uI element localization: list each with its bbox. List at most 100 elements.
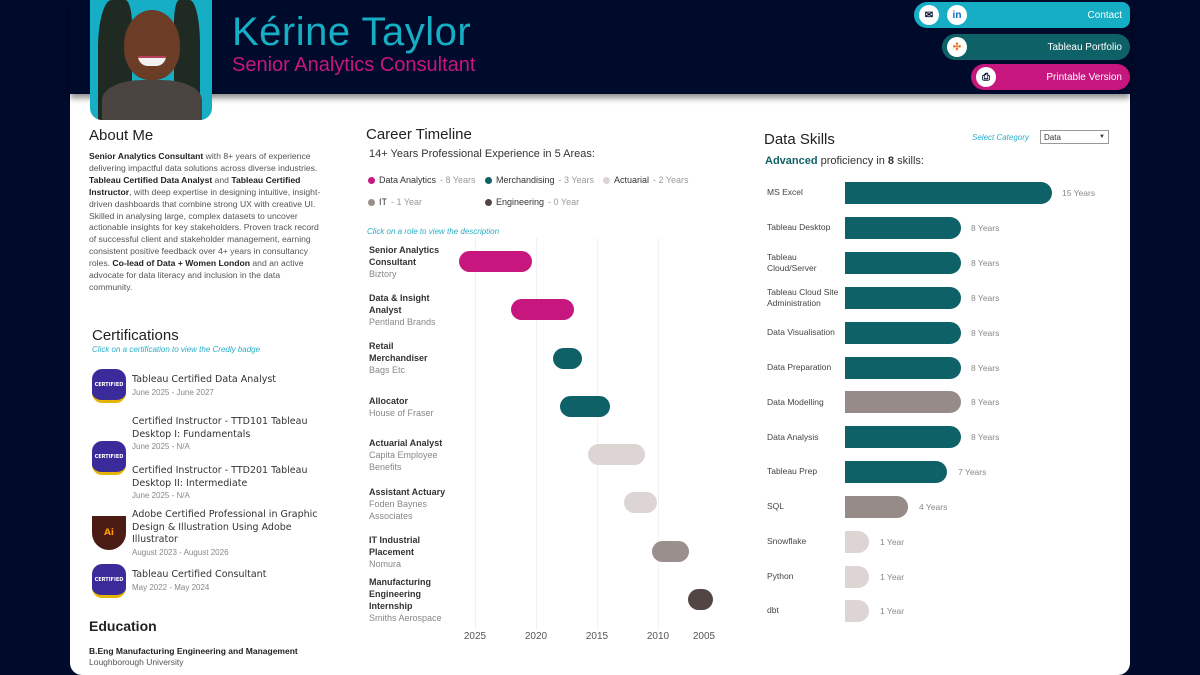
skill-value: 8 Years [971, 293, 1000, 303]
career-subtitle: 14+ Years Professional Experience in 5 A… [369, 148, 595, 160]
skill-label: SQL [767, 501, 785, 511]
skill-value: 8 Years [971, 328, 1000, 338]
timeline-bar[interactable] [553, 348, 582, 369]
tableau-instructor-badge-icon[interactable]: CERTIFIED [92, 441, 126, 475]
contact-button[interactable]: ✉ in Contact [914, 2, 1130, 28]
skill-label: MS Excel [767, 187, 803, 197]
legend-item: Engineering - 0 Year [485, 197, 579, 207]
skill-bar[interactable] [845, 357, 961, 379]
tableau-icon: ✣ [947, 37, 967, 57]
gridline [658, 238, 659, 630]
gridline [536, 238, 537, 630]
skills-subtitle: Advanced proficiency in 8 skills: [765, 155, 924, 167]
skill-bar[interactable] [845, 391, 961, 413]
timeline-bar[interactable] [459, 251, 532, 272]
tableau-portfolio-label: Tableau Portfolio [1047, 41, 1123, 53]
tableau-portfolio-button[interactable]: ✣ Tableau Portfolio [942, 34, 1130, 60]
skill-value: 8 Years [971, 258, 1000, 268]
axis-tick: 2025 [463, 631, 487, 642]
legend-item: Data Analytics - 8 Years [368, 175, 476, 185]
axis-tick: 2005 [692, 631, 716, 642]
axis-tick: 2015 [585, 631, 609, 642]
profile-role: Senior Analytics Consultant [232, 54, 476, 76]
timeline-bar[interactable] [652, 541, 689, 562]
skill-label: Data Analysis [767, 432, 819, 442]
printable-version-button[interactable]: ⎙ Printable Version [971, 64, 1130, 90]
skill-label: Data Modelling [767, 397, 824, 407]
skill-label: Tableau Desktop [767, 222, 831, 232]
skill-bar[interactable] [845, 322, 961, 344]
skill-bar[interactable] [845, 217, 961, 239]
role-label[interactable]: Allocator House of Fraser [369, 396, 434, 418]
skill-value: 8 Years [971, 223, 1000, 233]
skill-value: 1 Year [880, 606, 905, 616]
skill-value: 1 Year [880, 537, 905, 547]
career-hint: Click on a role to view the description [367, 227, 500, 236]
certifications-hint: Click on a certification to view the Cre… [92, 345, 261, 354]
role-label[interactable]: Retail Merchandiser Bags Etc [369, 341, 428, 375]
skill-value: 4 Years [919, 502, 948, 512]
adobe-badge-icon[interactable]: Ai [92, 516, 126, 550]
contact-label: Contact [1087, 9, 1122, 21]
skills-title: Data Skills [764, 131, 835, 148]
printer-icon: ⎙ [976, 67, 996, 87]
skill-bar[interactable] [845, 252, 961, 274]
skill-value: 8 Years [971, 363, 1000, 373]
skill-label: Data Visualisation [767, 327, 835, 337]
skill-label: Data Preparation [767, 362, 832, 372]
role-label[interactable]: Data & Insight Analyst Pentland Brands [369, 293, 436, 327]
profile-photo [90, 0, 212, 120]
timeline-bar[interactable] [560, 396, 610, 417]
role-label[interactable]: Actuarial Analyst Capita Employee Benefit… [369, 438, 443, 472]
education-university: Loughborough University [89, 657, 184, 667]
timeline-bar[interactable] [624, 492, 657, 513]
axis-tick: 2020 [524, 631, 548, 642]
education-degree: B.Eng Manufacturing Engineering and Mana… [89, 646, 298, 656]
skill-bar[interactable] [845, 461, 947, 483]
skill-bar[interactable] [845, 566, 869, 588]
gridline [475, 238, 476, 630]
category-select[interactable]: Data ▼ [1040, 130, 1109, 144]
skill-label: dbt [767, 605, 779, 615]
timeline-bar[interactable] [511, 299, 574, 320]
skill-label: Tableau Cloud Site Administration [767, 287, 839, 308]
skill-bar[interactable] [845, 182, 1052, 204]
timeline-bar[interactable] [588, 444, 645, 465]
linkedin-icon[interactable]: in [947, 5, 967, 25]
gridline [597, 238, 598, 630]
skill-bar[interactable] [845, 531, 869, 553]
dropdown-arrow-icon: ▼ [1099, 134, 1105, 140]
skill-bar[interactable] [845, 600, 869, 622]
skill-label: Tableau Prep [767, 466, 818, 476]
skill-bar[interactable] [845, 496, 908, 518]
profile-name: Kérine Taylor [232, 10, 472, 54]
about-text: Senior Analytics Consultant with 8+ year… [89, 151, 321, 292]
printable-version-label: Printable Version [1046, 71, 1122, 83]
education-title: Education [89, 618, 157, 634]
tableau-consultant-badge-icon[interactable]: CERTIFIED [92, 564, 126, 598]
about-title: About Me [89, 127, 154, 144]
role-label[interactable]: Assistant Actuary Foden Baynes Associates [369, 487, 446, 521]
skill-value: 7 Years [958, 467, 987, 477]
skill-label: Python [767, 571, 794, 581]
skill-label: Tableau Cloud/Server [767, 252, 817, 273]
role-label[interactable]: Manufacturing Engineering Internship Smit… [369, 577, 442, 623]
certifications-title: Certifications [92, 327, 179, 344]
timeline-bar[interactable] [688, 589, 713, 610]
mail-icon[interactable]: ✉ [919, 5, 939, 25]
skill-bar[interactable] [845, 426, 961, 448]
career-title: Career Timeline [366, 126, 472, 143]
legend-item: Merchandising - 3 Years [485, 175, 594, 185]
skill-value: 8 Years [971, 397, 1000, 407]
skill-bar[interactable] [845, 287, 961, 309]
role-label[interactable]: Senior Analytics Consultant Biztory [369, 245, 440, 279]
legend-item: IT - 1 Year [368, 197, 422, 207]
legend-item: Actuarial - 2 Years [603, 175, 689, 185]
skill-value: 15 Years [1062, 188, 1096, 198]
tableau-badge-icon[interactable]: CERTIFIED [92, 369, 126, 403]
skill-value: 8 Years [971, 432, 1000, 442]
select-category-label: Select Category [972, 133, 1029, 142]
skill-value: 1 Year [880, 572, 905, 582]
axis-tick: 2010 [646, 631, 670, 642]
role-label[interactable]: IT Industrial Placement Nomura [369, 535, 421, 569]
